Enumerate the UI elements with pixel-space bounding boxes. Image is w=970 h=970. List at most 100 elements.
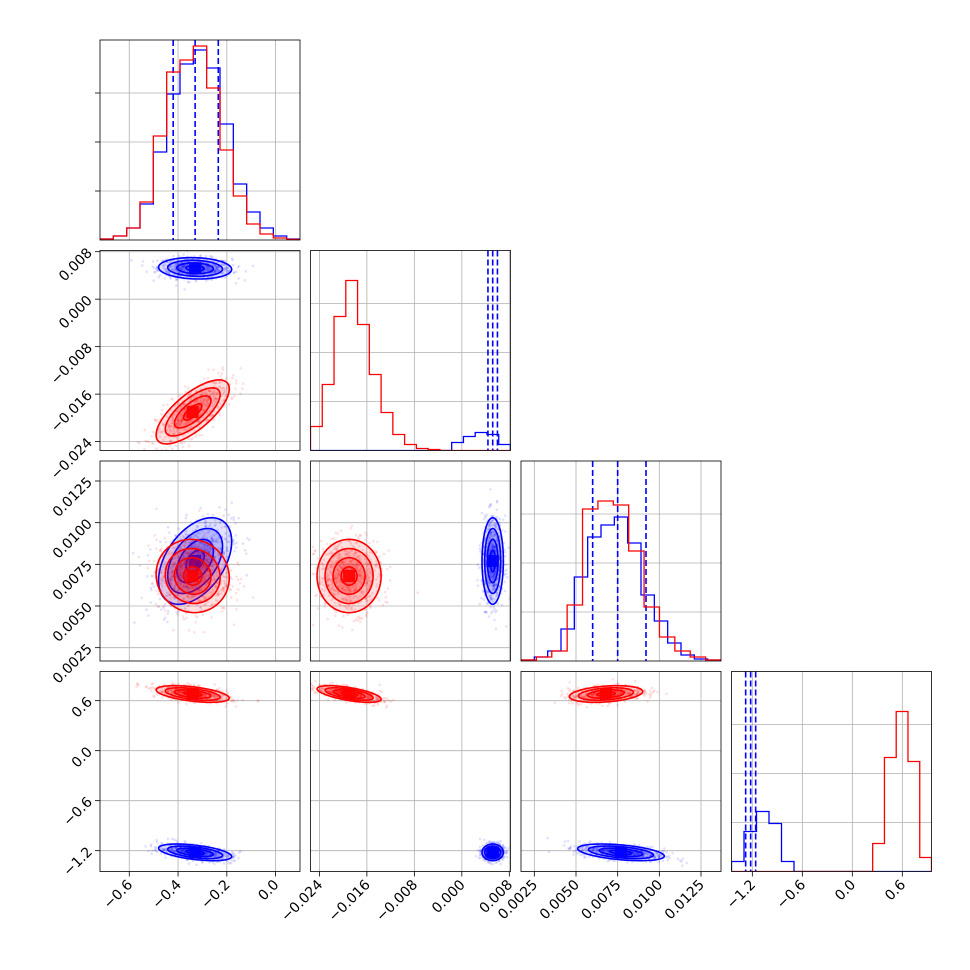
- sample-point: [183, 409, 186, 412]
- sample-point: [214, 270, 218, 274]
- sample-point: [213, 524, 216, 527]
- sample-point: [345, 553, 349, 556]
- sample-point: [337, 569, 340, 572]
- sample-point: [205, 569, 209, 573]
- sample-point: [204, 254, 208, 258]
- sample-point: [183, 560, 186, 563]
- sample-point: [368, 575, 371, 579]
- sample-point: [172, 254, 175, 258]
- sample-point: [214, 584, 218, 588]
- sample-point: [149, 548, 152, 551]
- sample-point: [365, 614, 368, 618]
- sample-point: [205, 544, 209, 547]
- sample-point: [366, 576, 370, 580]
- sample-point: [151, 849, 154, 852]
- sample-point: [176, 559, 179, 563]
- sample-point: [154, 270, 157, 273]
- sample-point: [199, 586, 202, 590]
- sample-point: [182, 403, 186, 407]
- sample-point: [364, 584, 368, 588]
- sample-point: [165, 270, 168, 273]
- sample-point: [216, 581, 219, 585]
- sample-point: [191, 590, 194, 594]
- sample-point: [222, 587, 226, 590]
- sample-point: [180, 418, 184, 422]
- sample-point: [368, 595, 371, 598]
- sample-point: [202, 398, 206, 402]
- sample-point: [214, 266, 218, 270]
- sample-point: [204, 266, 208, 269]
- sample-point: [161, 430, 164, 433]
- sample-point: [349, 595, 352, 599]
- sample-point: [388, 579, 392, 582]
- sample-point: [237, 277, 240, 280]
- sample-point: [359, 567, 362, 571]
- sample-point: [337, 553, 341, 556]
- sample-point: [230, 396, 234, 399]
- sample-point: [342, 614, 345, 618]
- sample-point: [494, 522, 497, 525]
- sample-point: [223, 388, 227, 392]
- sample-point: [326, 617, 329, 621]
- sample-point: [353, 608, 357, 611]
- sample-point: [374, 563, 378, 567]
- sample-point: [369, 571, 373, 575]
- sample-point: [179, 418, 183, 422]
- sample-point: [491, 575, 495, 579]
- sample-point: [153, 534, 157, 537]
- sample-point: [194, 433, 198, 436]
- sample-point: [339, 541, 343, 545]
- sample-point: [184, 422, 188, 426]
- sample-point: [203, 556, 206, 560]
- sample-point: [198, 509, 201, 513]
- sample-point: [204, 391, 208, 395]
- sample-point: [492, 545, 496, 549]
- sample-point: [326, 567, 330, 571]
- sample-point: [169, 582, 173, 585]
- sample-point: [194, 589, 197, 593]
- sample-point: [185, 263, 189, 267]
- sample-point: [165, 415, 169, 418]
- sample-point: [346, 613, 350, 617]
- sample-point: [190, 550, 193, 553]
- sample-point: [205, 558, 209, 562]
- sample-point: [375, 585, 378, 588]
- sample-point: [344, 553, 347, 556]
- sample-point: [179, 413, 183, 417]
- sample-point: [367, 576, 371, 580]
- sample-point: [205, 396, 209, 400]
- sample-point: [211, 425, 215, 429]
- sample-point: [345, 598, 348, 601]
- sample-point: [166, 594, 169, 597]
- sample-point: [195, 399, 199, 403]
- histogram-0-0: [100, 49, 300, 240]
- sample-point: [206, 398, 210, 402]
- sample-point: [194, 585, 198, 589]
- sample-point: [162, 266, 166, 270]
- sample-point: [226, 266, 229, 269]
- sample-point: [202, 543, 206, 547]
- sample-point: [203, 565, 207, 569]
- sample-point: [186, 584, 189, 588]
- sample-point: [208, 390, 211, 393]
- sample-point: [206, 596, 209, 600]
- sample-point: [173, 562, 176, 566]
- sample-point: [170, 397, 173, 400]
- sample-point: [495, 525, 498, 528]
- sample-point: [176, 428, 179, 431]
- sample-point: [489, 545, 493, 549]
- sample-point: [178, 601, 182, 604]
- sample-point: [193, 400, 196, 404]
- sample-point: [180, 265, 183, 268]
- sample-point: [149, 586, 153, 590]
- sample-point: [214, 539, 218, 543]
- sample-point: [220, 388, 224, 392]
- sample-point: [176, 422, 180, 425]
- sample-point: [221, 368, 225, 372]
- sample-point: [387, 549, 391, 552]
- sample-point: [193, 396, 197, 399]
- sample-point: [144, 685, 148, 689]
- sample-point: [200, 608, 204, 612]
- sample-point: [213, 269, 217, 273]
- sample-point: [214, 270, 218, 273]
